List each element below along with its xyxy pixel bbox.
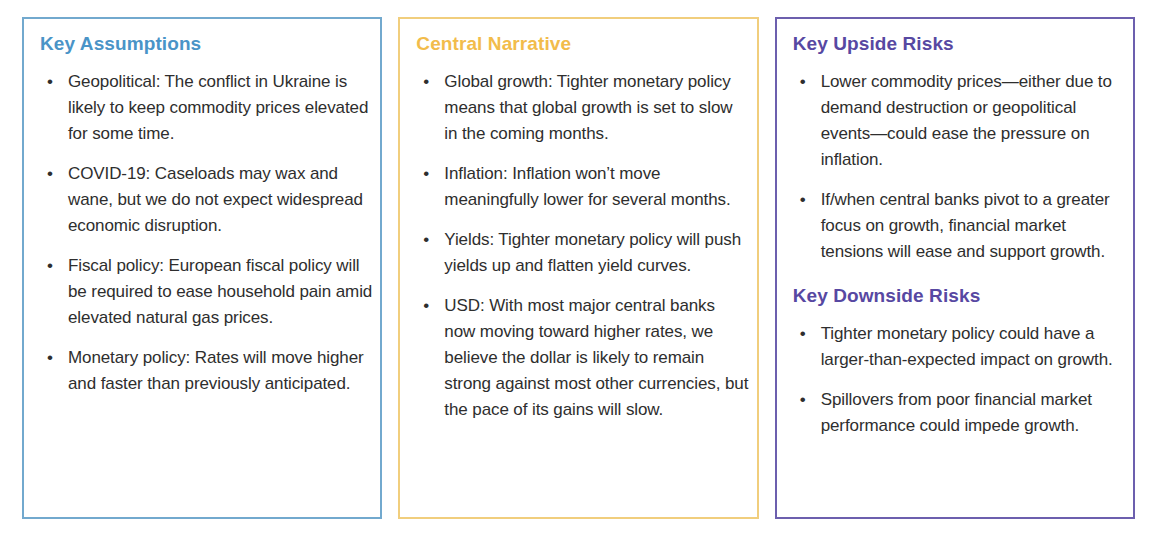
- list-item: If/when central banks pivot to a greater…: [793, 187, 1125, 265]
- key-upside-risks-list: Lower commodity prices—either due to dem…: [793, 69, 1125, 265]
- three-panel-board: Key Assumptions Geopolitical: The confli…: [0, 0, 1154, 538]
- list-item: Geopolitical: The conflict in Ukraine is…: [40, 69, 372, 147]
- panel-title-key-upside-risks: Key Upside Risks: [793, 33, 1125, 55]
- panel-title-central-narrative: Central Narrative: [416, 33, 748, 55]
- list-item: Tighter monetary policy could have a lar…: [793, 321, 1125, 373]
- list-item: Inflation: Inflation won’t move meaningf…: [416, 161, 748, 213]
- list-item: COVID-19: Caseloads may wax and wane, bu…: [40, 161, 372, 239]
- panel-central-narrative: Central Narrative Global growth: Tighter…: [398, 17, 758, 519]
- list-item: USD: With most major central banks now m…: [416, 293, 748, 423]
- list-item: Monetary policy: Rates will move higher …: [40, 345, 372, 397]
- panel-key-risks: Key Upside Risks Lower commodity prices—…: [775, 17, 1135, 519]
- panel-title-key-assumptions: Key Assumptions: [40, 33, 372, 55]
- list-item: Yields: Tighter monetary policy will pus…: [416, 227, 748, 279]
- list-item: Lower commodity prices—either due to dem…: [793, 69, 1125, 173]
- list-item: Global growth: Tighter monetary policy m…: [416, 69, 748, 147]
- central-narrative-list: Global growth: Tighter monetary policy m…: [416, 69, 748, 423]
- panel-title-key-downside-risks: Key Downside Risks: [793, 285, 1125, 307]
- key-assumptions-list: Geopolitical: The conflict in Ukraine is…: [40, 69, 372, 397]
- list-item: Fiscal policy: European fiscal policy wi…: [40, 253, 372, 331]
- panel-key-assumptions: Key Assumptions Geopolitical: The confli…: [22, 17, 382, 519]
- list-item: Spillovers from poor financial market pe…: [793, 387, 1125, 439]
- key-downside-risks-list: Tighter monetary policy could have a lar…: [793, 321, 1125, 439]
